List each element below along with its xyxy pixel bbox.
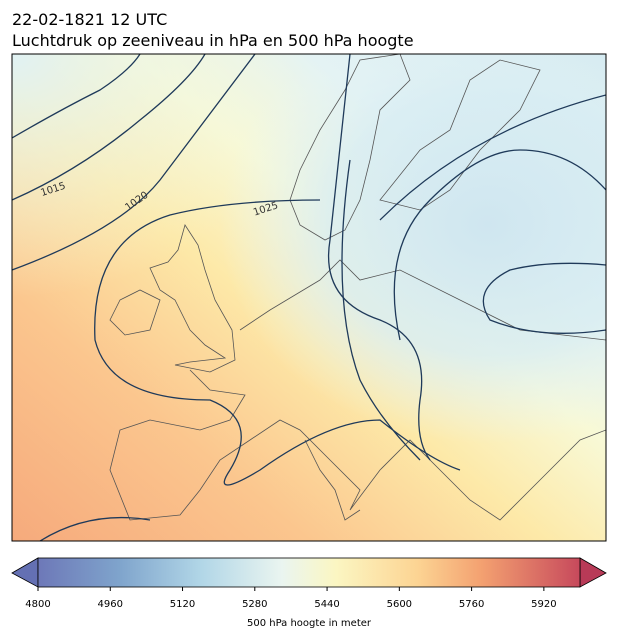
coastlines <box>109 54 606 521</box>
subtitle: Luchtdruk op zeeniveau in hPa en 500 hPa… <box>12 31 414 50</box>
colorbar-tick-label: 5920 <box>531 599 556 610</box>
title: 22-02-1821 12 UTC <box>12 10 167 29</box>
map-frame <box>11 53 607 542</box>
colorbar-tick-label: 5760 <box>459 599 484 610</box>
colorbar-label: 500 hPa hoogte in meter <box>247 618 372 629</box>
colorbar-tick-label: 5440 <box>314 599 339 610</box>
colorbar-tick-label: 5280 <box>242 599 267 610</box>
colorbar-tick-label: 4960 <box>98 599 123 610</box>
isobars <box>12 54 606 541</box>
map: 1015 1020 1025 <box>12 54 606 541</box>
colorbar: 4800 4960 5120 5280 5440 5600 5760 5920 500 hPa… <box>11 557 607 629</box>
colorbar-tick-label: 5120 <box>170 599 195 610</box>
colorbar-tick-label: 4800 <box>25 599 50 610</box>
colorbar-tick-label: 5600 <box>387 599 412 610</box>
